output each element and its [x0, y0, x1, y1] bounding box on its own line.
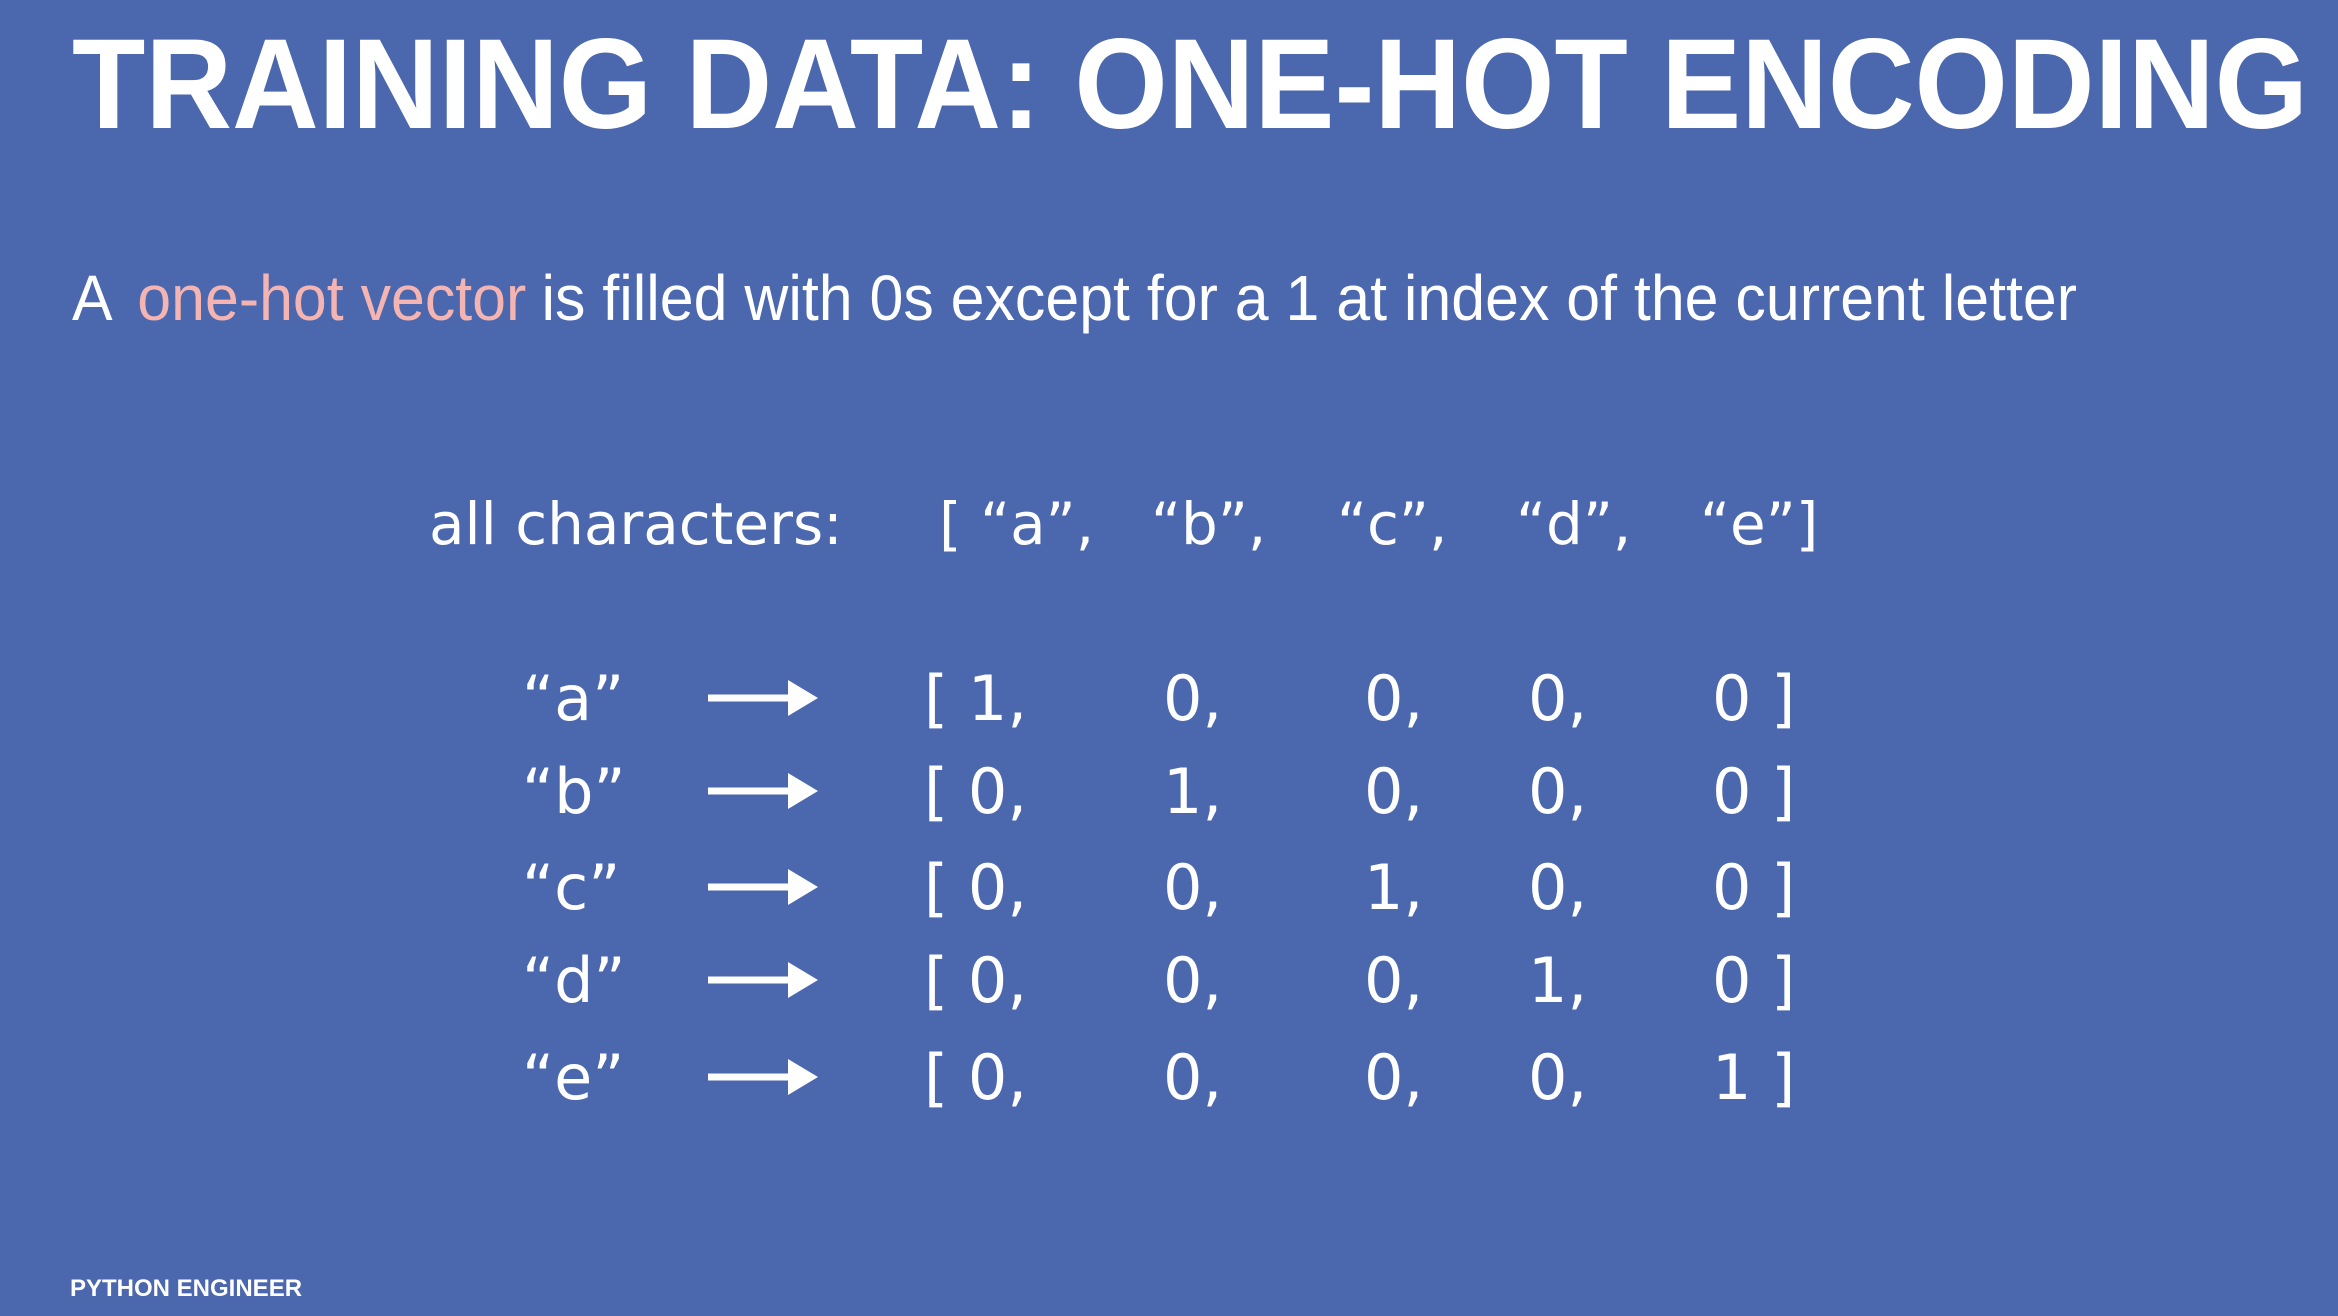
cell: 0 ] — [1712, 851, 1795, 924]
cell: 0, — [1364, 662, 1423, 735]
cell: 0, — [1364, 1041, 1423, 1114]
row-label: “c” — [522, 851, 620, 924]
cell: 0 ] — [1712, 662, 1795, 735]
cell: 0, — [1528, 662, 1587, 735]
arrow-head — [788, 680, 818, 716]
header-cell: “d”, — [1516, 490, 1631, 558]
cell: 0, — [1364, 944, 1423, 1017]
cell: 0, — [1163, 944, 1222, 1017]
row-label: “a” — [522, 662, 624, 735]
subtitle-lead: A — [72, 262, 113, 334]
cell: 0 ] — [1712, 755, 1795, 828]
subtitle-rest: is filled with 0s except for a 1 at inde… — [541, 262, 2077, 334]
cell: 0 ] — [1712, 944, 1795, 1017]
cell: [ 0, — [924, 755, 1027, 828]
header-cell: “b”, — [1151, 490, 1266, 558]
row-label: “e” — [522, 1041, 624, 1114]
row-label: “b” — [522, 755, 626, 828]
header-cell: “e”] — [1700, 490, 1818, 558]
cell: [ 1, — [924, 662, 1027, 735]
cell: 1, — [1528, 944, 1587, 1017]
cell: 0, — [1364, 755, 1423, 828]
cell: 0, — [1528, 755, 1587, 828]
arrow-head — [788, 773, 818, 809]
cell: 0, — [1528, 851, 1587, 924]
cell: 1, — [1364, 851, 1423, 924]
cell: [ 0, — [924, 851, 1027, 924]
row-label: “d” — [522, 944, 626, 1017]
title: TRAINING DATA: ONE-HOT ENCODING — [72, 13, 2308, 156]
header-cell: [ “a”, — [939, 490, 1094, 558]
cell: 1 ] — [1712, 1041, 1795, 1114]
cell: 0, — [1163, 1041, 1222, 1114]
footer-brand: PYTHON ENGINEER — [70, 1275, 302, 1302]
cell: [ 0, — [924, 944, 1027, 1017]
arrow-head — [788, 1059, 818, 1095]
cell: 0, — [1163, 851, 1222, 924]
caption: all characters: — [429, 490, 843, 558]
cell: 1, — [1163, 755, 1222, 828]
cell: 0, — [1163, 662, 1222, 735]
arrow-head — [788, 869, 818, 905]
arrow-head — [788, 962, 818, 998]
header-cell: “c”, — [1337, 490, 1447, 558]
cell: 0, — [1528, 1041, 1587, 1114]
subtitle-highlight: one-hot vector — [137, 262, 526, 334]
cell: [ 0, — [924, 1041, 1027, 1114]
